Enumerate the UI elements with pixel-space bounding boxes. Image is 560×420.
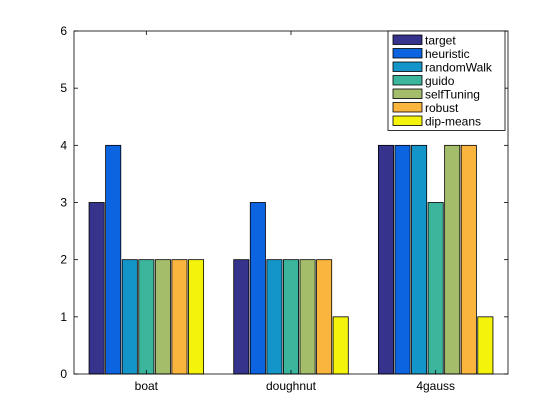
legend-label-target: target <box>425 34 456 48</box>
bar-robust-doughnut <box>317 260 332 374</box>
x-tick-label: boat <box>135 379 159 393</box>
bar-randomWalk-doughnut <box>267 260 282 374</box>
legend-swatch-heuristic <box>393 49 422 59</box>
bar-heuristic-doughnut <box>250 203 265 375</box>
bar-selfTuning-doughnut <box>300 260 315 374</box>
legend-swatch-randomWalk <box>393 62 422 72</box>
y-tick-label: 3 <box>60 196 67 210</box>
legend-swatch-target <box>393 35 422 45</box>
bar-dip-means-doughnut <box>333 317 348 374</box>
bar-robust-boat <box>172 260 187 374</box>
bar-selfTuning-boat <box>155 260 170 374</box>
y-tick-label: 0 <box>60 367 67 381</box>
x-tick-label: doughnut <box>266 379 317 393</box>
bar-randomWalk-4gauss <box>412 145 427 374</box>
y-tick-label: 2 <box>60 253 67 267</box>
legend: targetheuristicrandomWalkguidoselfTuning… <box>388 31 505 131</box>
x-tick-label: 4gauss <box>416 379 455 393</box>
legend-swatch-selfTuning <box>393 89 422 99</box>
legend-label-guido: guido <box>425 74 455 88</box>
bar-dip-means-boat <box>188 260 203 374</box>
bar-heuristic-boat <box>106 145 121 374</box>
y-tick-label: 6 <box>60 24 67 38</box>
bar-guido-boat <box>139 260 154 374</box>
bar-guido-doughnut <box>283 260 298 374</box>
legend-label-heuristic: heuristic <box>425 47 470 61</box>
y-tick-label: 1 <box>60 310 67 324</box>
bar-guido-4gauss <box>428 203 443 375</box>
bar-randomWalk-boat <box>122 260 137 374</box>
bar-target-doughnut <box>234 260 249 374</box>
bar-target-boat <box>89 203 104 375</box>
bar-dip-means-4gauss <box>478 317 493 374</box>
legend-label-randomWalk: randomWalk <box>425 61 493 75</box>
bar-robust-4gauss <box>461 145 476 374</box>
legend-label-dip-means: dip-means <box>425 115 481 129</box>
legend-label-robust: robust <box>425 101 459 115</box>
y-tick-label: 4 <box>60 138 67 152</box>
legend-label-selfTuning: selfTuning <box>425 88 480 102</box>
bar-selfTuning-4gauss <box>445 145 460 374</box>
y-tick-label: 5 <box>60 81 67 95</box>
bar-heuristic-4gauss <box>395 145 410 374</box>
bar-target-4gauss <box>378 145 393 374</box>
legend-swatch-dip-means <box>393 116 422 126</box>
legend-swatch-guido <box>393 76 422 86</box>
legend-swatch-robust <box>393 103 422 113</box>
